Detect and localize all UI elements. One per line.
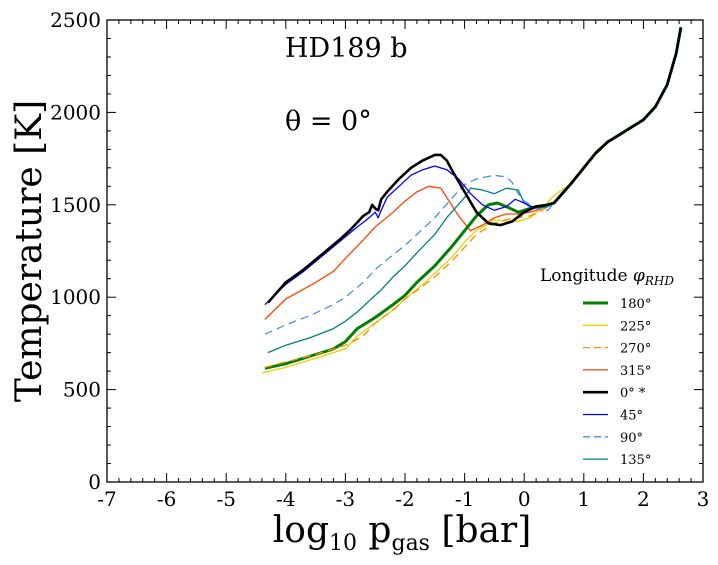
- x-axis-title-sub2: gas: [391, 531, 430, 556]
- legend-label: 45°: [620, 409, 643, 424]
- annotation-theta: θ = 0°: [285, 106, 372, 137]
- legend-label: 180°: [620, 297, 651, 312]
- x-tick-label: -7: [97, 487, 116, 511]
- annotation-planet: HD189 b: [285, 33, 408, 64]
- legend-label: 90°: [620, 431, 643, 446]
- x-tick-label: 2: [637, 487, 650, 511]
- series-line-0: [264, 27, 683, 370]
- x-axis-title-sub: 10: [329, 531, 357, 556]
- legend-title-phi: φ: [633, 266, 645, 286]
- x-tick-label: 1: [577, 487, 590, 511]
- x-tick-label: -3: [336, 487, 355, 511]
- series-line-4: [266, 27, 683, 304]
- series-line-5: [264, 27, 682, 306]
- legend-title-text: Longitude: [540, 266, 633, 286]
- x-tick-label: -5: [216, 487, 235, 511]
- y-tick-label: 2000: [50, 100, 101, 124]
- legend-entries: 180° 225° 270° 315° 0° * 45° 90° 135°: [583, 297, 651, 468]
- series-line-1: [261, 27, 682, 374]
- x-axis-title-p: p: [357, 510, 392, 551]
- y-tick-label: 1500: [50, 193, 101, 217]
- x-tick-label: 0: [518, 487, 531, 511]
- y-tick-label: 0: [88, 470, 101, 494]
- y-tick-label: 1000: [50, 285, 101, 309]
- legend-title-sub: RHD: [644, 274, 675, 288]
- ticks-layer: -7 -6 -5 -4 -3 -2 -1 0 1 2 3 0 500 1000 1500 2000 2500: [50, 8, 709, 511]
- legend-title: Longitude φRHD: [540, 266, 674, 288]
- x-axis-title: log10 pgas [bar]: [273, 510, 531, 556]
- y-axis-title: Temperature [K]: [9, 100, 50, 402]
- legend-label: 315°: [620, 364, 651, 379]
- plot-frame: [106, 19, 704, 483]
- y-tick-label: 500: [63, 378, 101, 402]
- series-line-6: [264, 27, 682, 335]
- x-tick-label: -2: [395, 487, 414, 511]
- x-tick-label: 3: [697, 487, 710, 511]
- series-line-2: [264, 27, 682, 369]
- series-layer: [261, 27, 683, 374]
- legend: Longitude φRHD 180° 225° 270° 315° 0° * 45° 90…: [540, 266, 674, 468]
- y-tick-label: 2500: [50, 8, 101, 32]
- legend-label: 135°: [620, 453, 651, 468]
- legend-label: 225°: [620, 319, 651, 334]
- legend-label: 270°: [620, 342, 651, 357]
- series-line-7: [267, 27, 682, 354]
- x-tick-label: -4: [276, 487, 295, 511]
- x-tick-label: -6: [157, 487, 176, 511]
- x-axis-title-unit: [bar]: [430, 510, 531, 551]
- x-axis-title-log: log: [273, 510, 329, 551]
- x-tick-label: -1: [455, 487, 474, 511]
- legend-label: 0° *: [620, 386, 646, 401]
